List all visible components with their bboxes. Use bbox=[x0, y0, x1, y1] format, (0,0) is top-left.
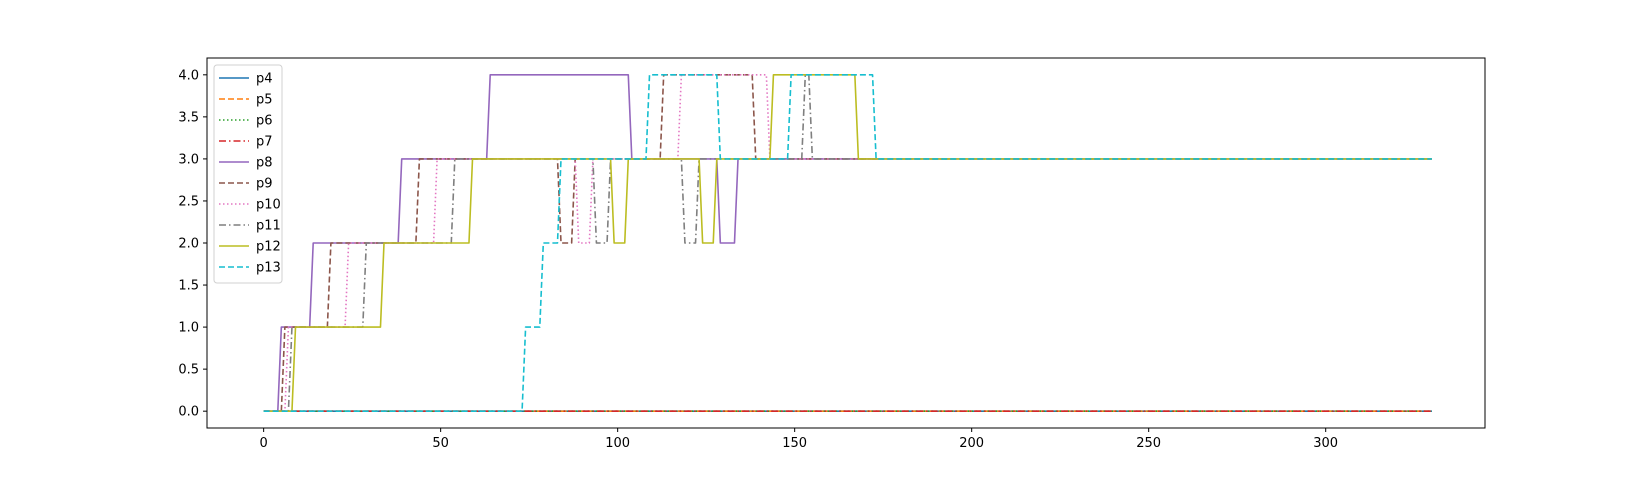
x-axis: 0 50 100 150 200 250 300 bbox=[260, 428, 1338, 451]
x-tick-label: 150 bbox=[782, 436, 807, 451]
series-line-p11 bbox=[263, 74, 1432, 412]
y-axis: 0.0 0.5 1.0 1.5 2.0 2.5 3.0 3.5 4.0 bbox=[178, 68, 207, 420]
series-line-p13 bbox=[263, 74, 1432, 412]
x-tick-label: 50 bbox=[432, 436, 449, 451]
y-tick-label: 4.0 bbox=[178, 68, 199, 83]
y-tick-label: 2.0 bbox=[178, 237, 199, 252]
y-tick-label: 2.5 bbox=[178, 194, 199, 209]
legend-label-p4: p4 bbox=[256, 72, 273, 87]
x-tick-label: 250 bbox=[1136, 436, 1161, 451]
legend: p4 p5 p6 p7 p8 p9 p10 p11 p12 p13 bbox=[213, 64, 283, 284]
x-tick-label: 200 bbox=[959, 436, 984, 451]
legend-label-p8: p8 bbox=[256, 156, 273, 171]
legend-label-p11: p11 bbox=[256, 219, 281, 234]
y-tick-label: 3.0 bbox=[178, 152, 199, 167]
y-tick-label: 0.5 bbox=[178, 363, 199, 378]
x-tick-label: 0 bbox=[260, 436, 268, 451]
x-tick-label: 300 bbox=[1313, 436, 1338, 451]
legend-label-p6: p6 bbox=[256, 114, 273, 129]
legend-label-p10: p10 bbox=[256, 198, 281, 213]
y-tick-label: 1.5 bbox=[178, 279, 199, 294]
series-line-p12 bbox=[263, 74, 1432, 412]
legend-label-p5: p5 bbox=[256, 93, 273, 108]
x-tick-label: 100 bbox=[605, 436, 630, 451]
series-layer bbox=[263, 74, 1432, 412]
legend-label-p12: p12 bbox=[256, 240, 281, 255]
y-tick-label: 0.0 bbox=[178, 405, 199, 420]
legend-label-p13: p13 bbox=[256, 261, 281, 276]
legend-label-p7: p7 bbox=[256, 135, 273, 150]
y-tick-label: 1.0 bbox=[178, 321, 199, 336]
y-tick-label: 3.5 bbox=[178, 110, 199, 125]
legend-label-p9: p9 bbox=[256, 177, 273, 192]
